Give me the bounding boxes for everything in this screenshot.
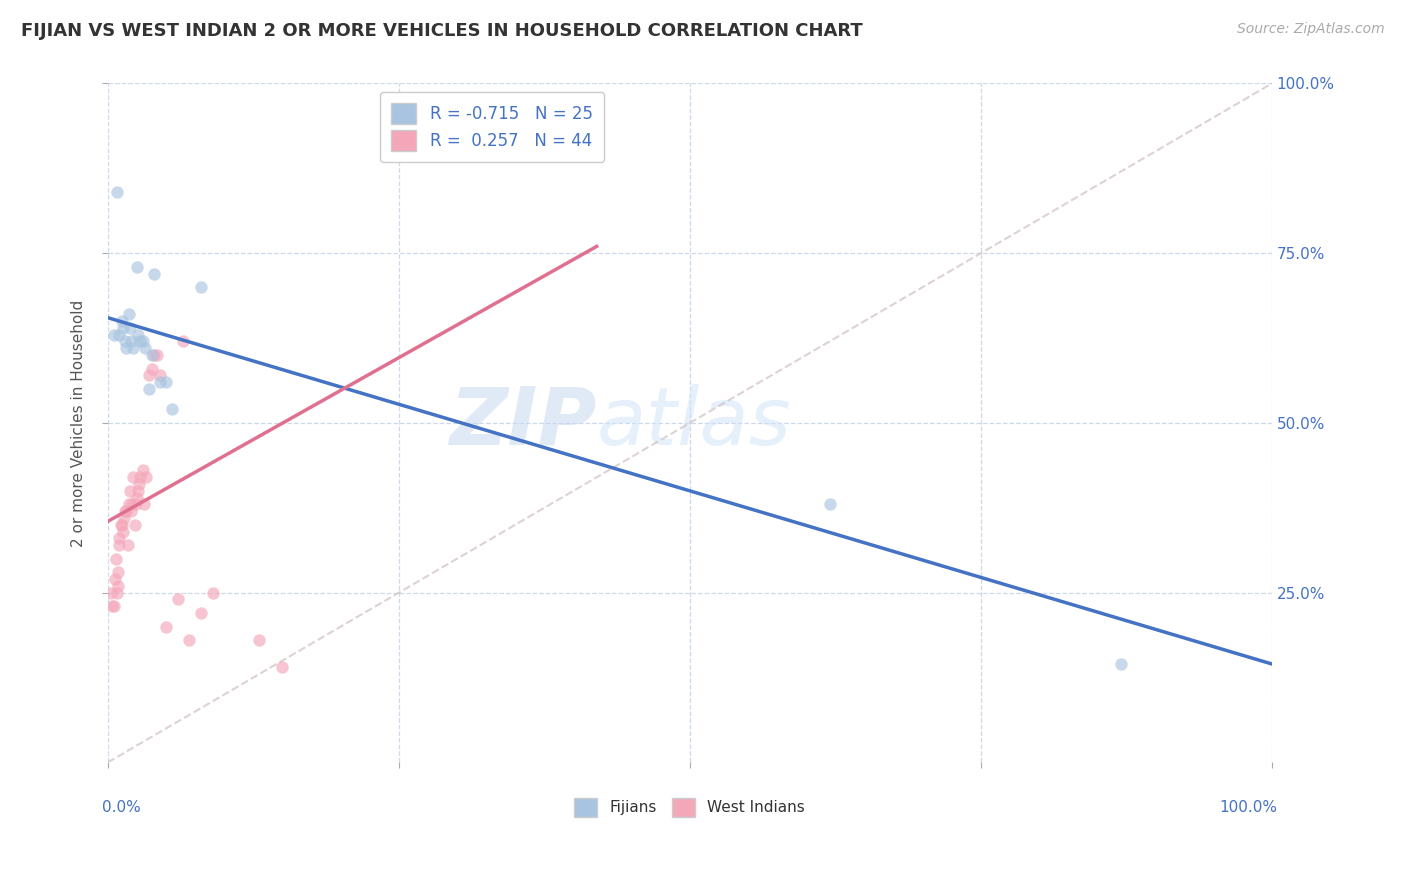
Point	[110, 517, 132, 532]
Point	[120, 334, 142, 349]
Point	[125, 491, 148, 505]
Point	[108, 538, 131, 552]
Point	[120, 504, 142, 518]
Y-axis label: 2 or more Vehicles in Household: 2 or more Vehicles in Household	[72, 300, 86, 547]
Point	[160, 402, 183, 417]
Text: 0.0%: 0.0%	[103, 800, 141, 814]
Point	[114, 504, 136, 518]
Point	[271, 660, 294, 674]
Text: 100.0%: 100.0%	[1220, 800, 1278, 814]
Text: Source: ZipAtlas.com: Source: ZipAtlas.com	[1237, 22, 1385, 37]
Point	[115, 504, 138, 518]
Point	[149, 368, 172, 383]
Point	[138, 368, 160, 383]
Point	[155, 375, 177, 389]
Point	[118, 497, 141, 511]
Point	[125, 260, 148, 274]
Point	[122, 470, 145, 484]
Point	[166, 592, 188, 607]
Point	[103, 599, 125, 614]
Point	[179, 633, 201, 648]
Point	[114, 334, 136, 349]
Point	[104, 572, 127, 586]
Point	[111, 524, 134, 539]
Point	[101, 599, 124, 614]
Point	[124, 517, 146, 532]
Point	[103, 327, 125, 342]
Point	[105, 185, 128, 199]
Point	[172, 334, 194, 349]
Point	[127, 483, 149, 498]
Point	[155, 620, 177, 634]
Point	[107, 579, 129, 593]
Point	[129, 334, 152, 349]
Point	[122, 341, 145, 355]
Point	[117, 538, 139, 552]
Point	[115, 341, 138, 355]
Point	[121, 497, 143, 511]
Point	[247, 633, 270, 648]
Point	[131, 334, 153, 349]
Point	[201, 585, 224, 599]
Point	[138, 382, 160, 396]
Point	[134, 341, 156, 355]
Point	[190, 606, 212, 620]
Point	[149, 375, 172, 389]
Text: ZIP: ZIP	[450, 384, 596, 462]
Text: FIJIAN VS WEST INDIAN 2 OR MORE VEHICLES IN HOUSEHOLD CORRELATION CHART: FIJIAN VS WEST INDIAN 2 OR MORE VEHICLES…	[21, 22, 863, 40]
Point	[111, 314, 134, 328]
Point	[104, 551, 127, 566]
Legend: Fijians, West Indians: Fijians, West Indians	[568, 792, 811, 822]
Point	[129, 470, 152, 484]
Point	[125, 497, 148, 511]
Point	[141, 348, 163, 362]
Point	[111, 321, 134, 335]
Point	[118, 321, 141, 335]
Point	[100, 585, 122, 599]
Point	[118, 483, 141, 498]
Point	[127, 327, 149, 342]
Point	[1109, 657, 1132, 671]
Point	[145, 348, 167, 362]
Point	[118, 307, 141, 321]
Point	[108, 532, 131, 546]
Point	[818, 497, 841, 511]
Point	[128, 477, 150, 491]
Point	[135, 470, 157, 484]
Point	[131, 463, 153, 477]
Point	[143, 267, 166, 281]
Point	[190, 280, 212, 294]
Point	[143, 348, 166, 362]
Point	[107, 566, 129, 580]
Point	[108, 327, 131, 342]
Point	[141, 361, 163, 376]
Point	[111, 517, 134, 532]
Point	[132, 497, 155, 511]
Point	[112, 511, 135, 525]
Text: atlas: atlas	[596, 384, 792, 462]
Point	[105, 585, 128, 599]
